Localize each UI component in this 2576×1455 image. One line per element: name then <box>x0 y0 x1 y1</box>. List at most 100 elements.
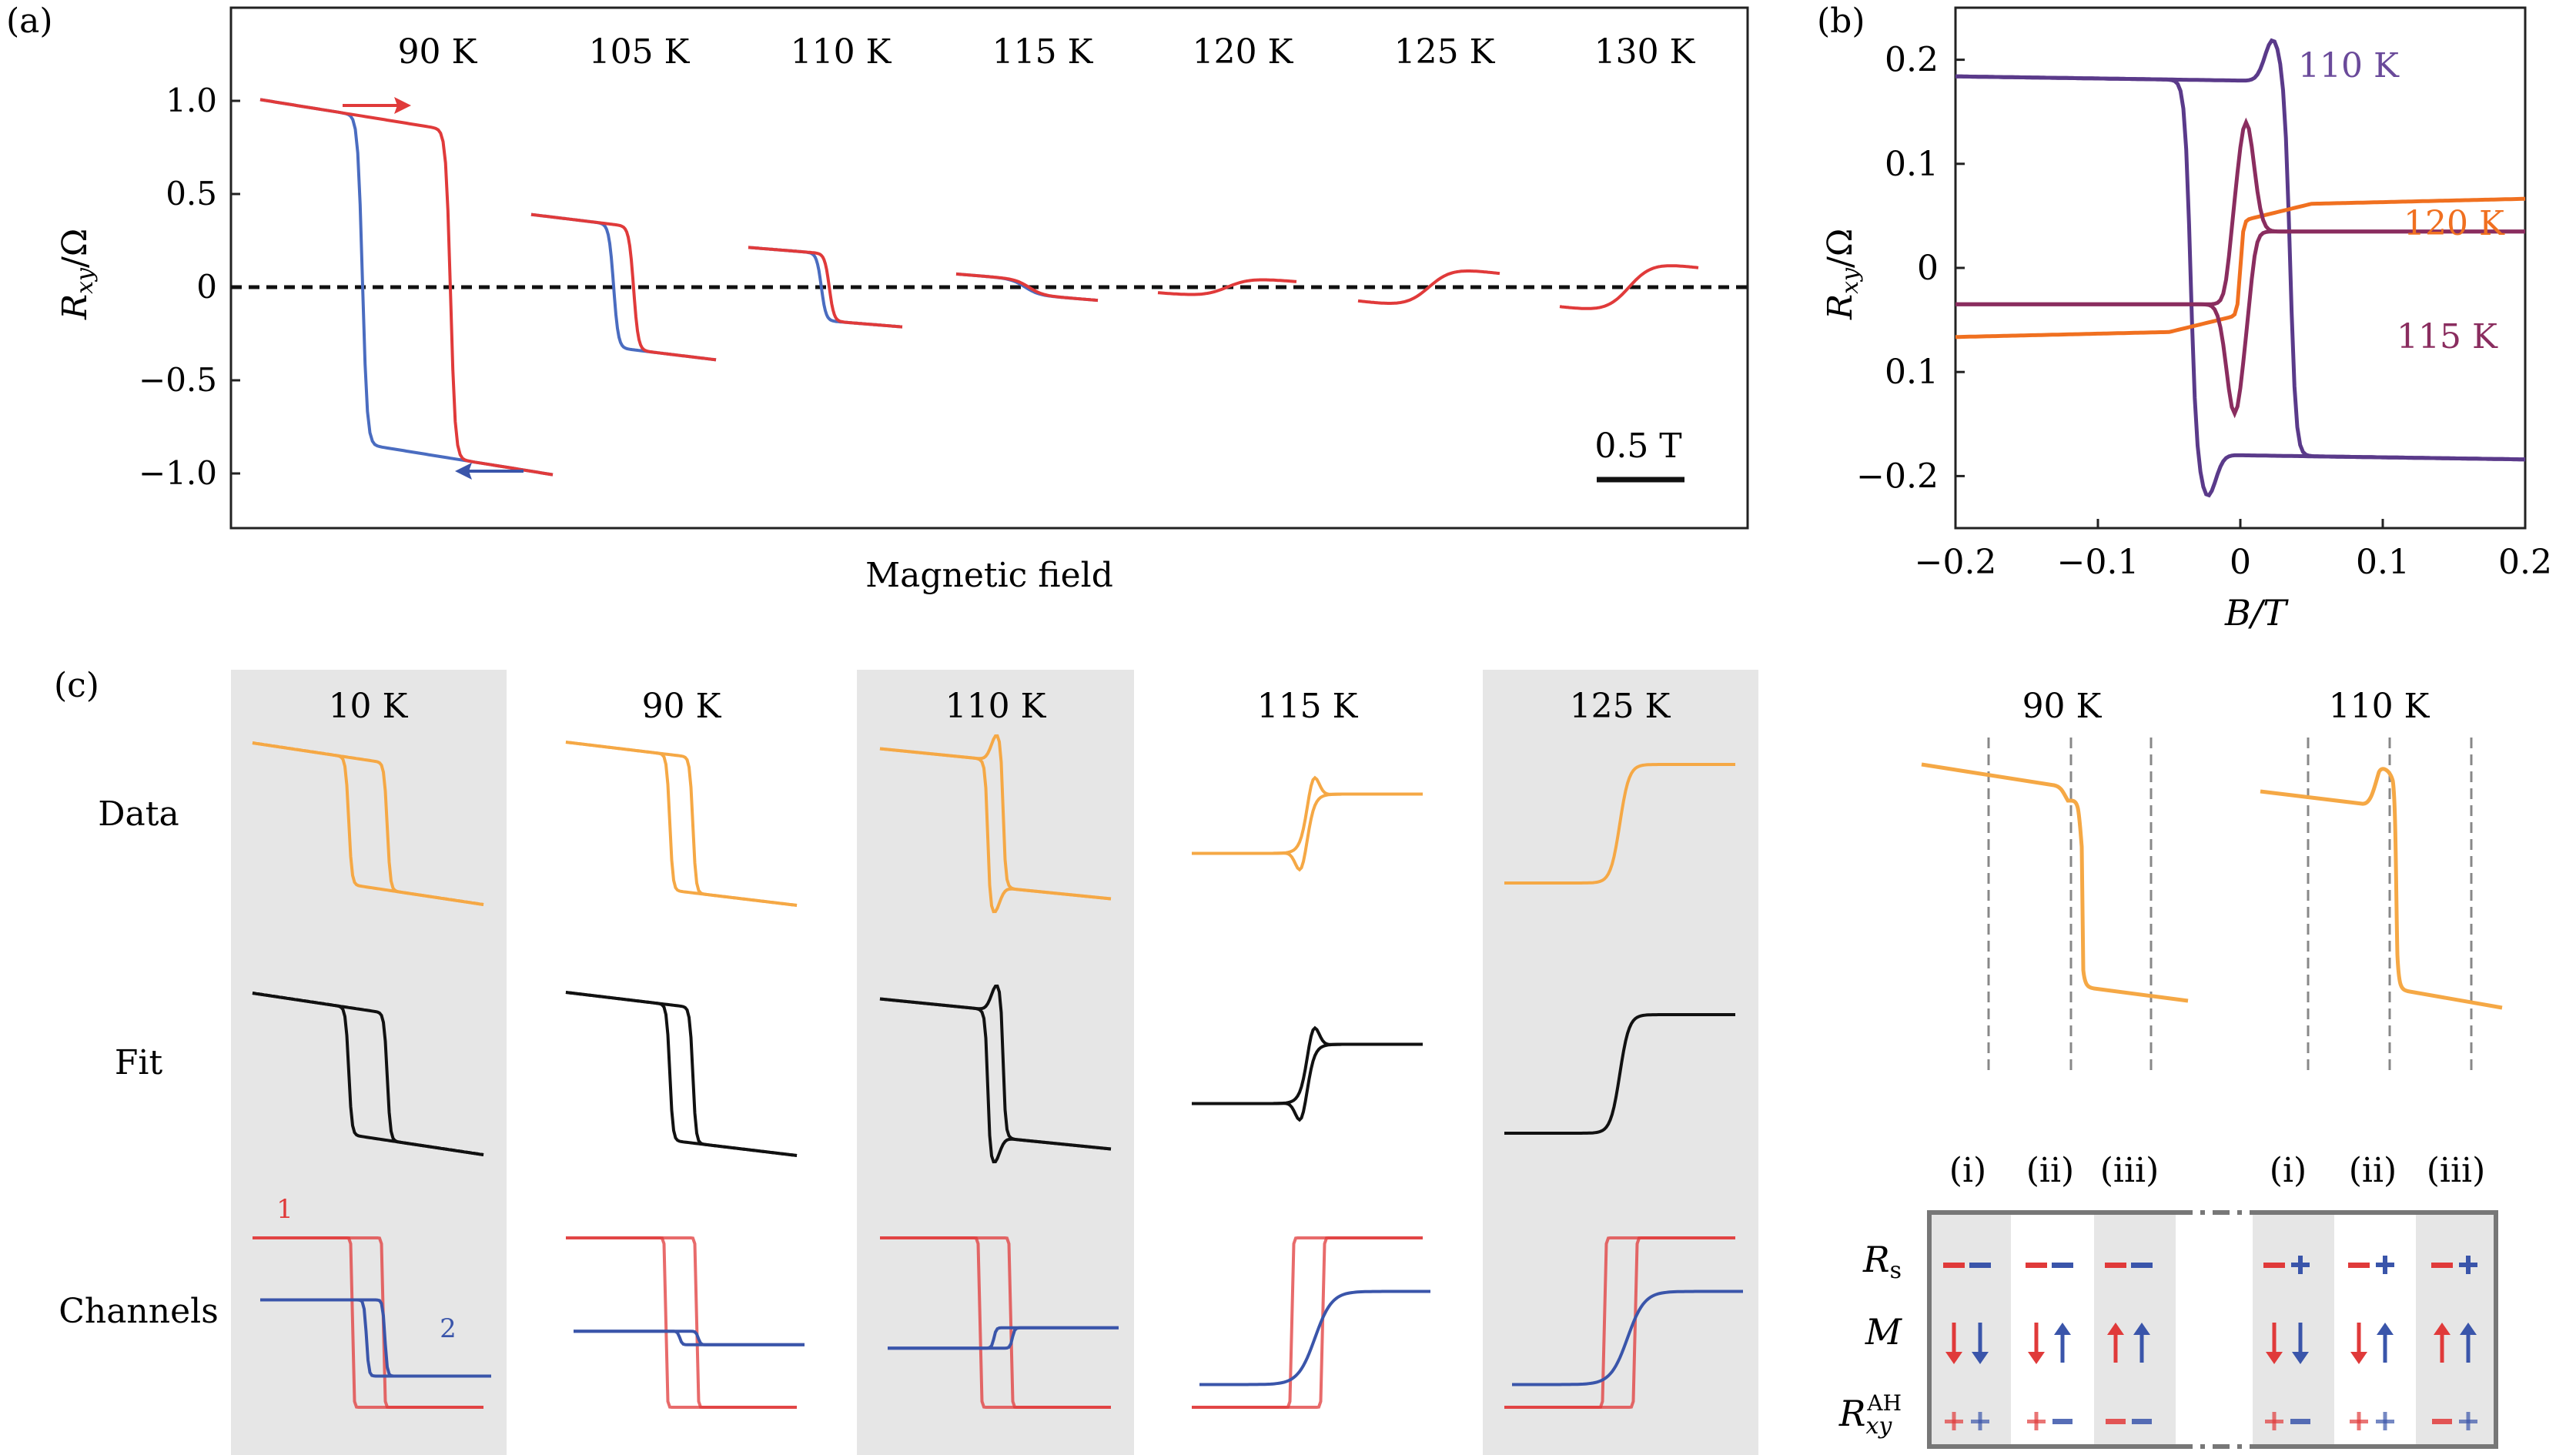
fit-curve <box>1504 1013 1735 1135</box>
panel-a-yticks: 1.0 0.5 0 −0.5 −1.0 <box>139 82 240 492</box>
fit-curve <box>1192 1025 1423 1105</box>
channel-1-curve <box>1192 1236 1423 1409</box>
rah-minus-symbol <box>2106 1419 2126 1424</box>
curve-sweep-up <box>1357 269 1500 305</box>
curve-sweep-up <box>955 272 1099 303</box>
rah-plus-symbol <box>2034 1412 2039 1430</box>
temp-label: 120 K <box>1193 32 1294 72</box>
column-title: 90 K <box>642 687 722 726</box>
roman-label: (iii) <box>2427 1151 2486 1190</box>
rs-minus-symbol <box>2052 1263 2073 1268</box>
rs-symbol: R <box>1862 1239 1890 1280</box>
channel-1-curve <box>566 1236 797 1409</box>
rs-plus-symbol <box>2298 1256 2303 1274</box>
fit-curve <box>879 997 1112 1164</box>
roman-label: (ii) <box>2349 1151 2397 1190</box>
y-tick-label: −0.2 <box>1856 457 1939 496</box>
data-curve <box>252 741 484 906</box>
panel-a-ylabel: Rxy/Ω <box>55 229 99 320</box>
arrow-down-icon-head <box>2292 1352 2309 1364</box>
rs-minus-symbol <box>1969 1263 1991 1268</box>
temp-label: 125 K <box>1394 32 1496 72</box>
rah-superscript: AH <box>1866 1390 1902 1416</box>
row-label-fit: Fit <box>115 1043 163 1082</box>
rs-minus-symbol <box>2131 1263 2153 1268</box>
data-curve <box>1192 775 1423 855</box>
rah-plus-symbol <box>1952 1412 1956 1430</box>
fit-curve <box>565 991 798 1157</box>
panel-b-curves <box>1955 38 2526 498</box>
x-tick-label: 0.2 <box>2498 543 2552 582</box>
sweep-down-arrow <box>455 463 524 480</box>
channel-2-curve <box>574 1330 805 1346</box>
right-data-110k <box>2260 767 2503 1010</box>
column-title: 10 K <box>329 687 409 726</box>
rah-symbol: R <box>1838 1393 1866 1434</box>
rah-minus-symbol <box>2432 1419 2452 1424</box>
sweep-up-arrow-head <box>394 97 411 114</box>
rs-plus-symbol <box>2466 1256 2471 1274</box>
rah-plus-symbol <box>2383 1412 2387 1430</box>
rs-minus-symbol <box>2431 1263 2453 1268</box>
channel-1-curve <box>253 1236 483 1409</box>
curve-120k-up <box>1955 196 2526 340</box>
rah-subscript: xy <box>1865 1413 1892 1440</box>
x-tick-label: −0.1 <box>2057 543 2139 582</box>
channel-1-label: 1 <box>276 1194 293 1225</box>
temp-label: 110 K <box>791 32 892 72</box>
series-label-120k: 120 K <box>2404 204 2505 243</box>
table-shade <box>2416 1212 2496 1447</box>
table-row-rah: RxyAH <box>1838 1390 1902 1440</box>
rs-minus-symbol <box>2105 1263 2126 1268</box>
panel-b-label: (b) <box>1817 2 1865 41</box>
table-shade <box>1929 1212 2011 1447</box>
temp-label: 115 K <box>992 32 1094 72</box>
rs-minus-symbol <box>2026 1263 2047 1268</box>
rs-minus-symbol <box>2348 1263 2370 1268</box>
channel-2-curve <box>574 1330 805 1346</box>
sweep-down-arrow-head <box>455 463 472 480</box>
panel-b-xlabel: B/T <box>2224 592 2289 634</box>
curve-115k-down <box>1955 117 2525 306</box>
curve-110k-down <box>1955 74 2526 498</box>
panel-a-temperature-labels: 90 K 105 K 110 K 115 K 120 K 125 K 130 K <box>398 32 1696 72</box>
arrow-up-icon-head <box>2460 1323 2477 1335</box>
right-guides <box>1987 738 2473 1075</box>
channel-1-curve <box>566 1236 797 1409</box>
data-curve <box>879 747 1112 914</box>
channel-2-curve <box>888 1326 1119 1350</box>
panel-a: (a) 1.0 0.5 0 −0.5 −1.0 Rxy/Ω Magnetic f… <box>6 2 1749 595</box>
channel-table <box>1927 1210 2498 1449</box>
sweep-up-arrow <box>343 97 411 114</box>
panel-c: (c) 10 K 90 K 110 K 115 K 125 K Data Fit… <box>54 666 2503 1455</box>
arrow-up-icon-head <box>2054 1323 2071 1335</box>
rah-minus-symbol <box>2052 1419 2073 1424</box>
right-title-90k: 90 K <box>2022 687 2103 726</box>
temp-label: 90 K <box>398 32 478 72</box>
curve-sweep-up <box>748 246 903 329</box>
row-label-channels: Channels <box>59 1292 219 1331</box>
arrow-up-icon-head <box>2107 1323 2124 1335</box>
row-label-data: Data <box>98 794 179 834</box>
column-title: 115 K <box>1257 687 1359 726</box>
column-title: 110 K <box>945 687 1047 726</box>
table-border <box>2253 1210 2498 1449</box>
arrow-down-icon-head <box>2028 1352 2045 1364</box>
channel-1-curve <box>1192 1236 1423 1409</box>
shade-10k <box>231 670 507 1455</box>
channel-2-curve <box>1512 1289 1743 1386</box>
right-data-90k <box>1921 762 2189 1003</box>
rs-subscript: s <box>1890 1257 1902 1284</box>
fit-curve <box>252 992 484 1156</box>
shade-110k <box>857 670 1134 1455</box>
data-curve <box>565 741 798 907</box>
channel-2-curve <box>260 1298 491 1378</box>
curve-sweep-up <box>259 98 554 477</box>
curve-sweep-up <box>530 212 717 362</box>
rah-plus-symbol <box>2466 1412 2471 1430</box>
arrow-down-icon-head <box>1945 1352 1962 1364</box>
rs-plus-symbol <box>2383 1256 2387 1274</box>
rs-minus-symbol <box>1943 1263 1965 1268</box>
data-curve <box>1504 763 1735 885</box>
